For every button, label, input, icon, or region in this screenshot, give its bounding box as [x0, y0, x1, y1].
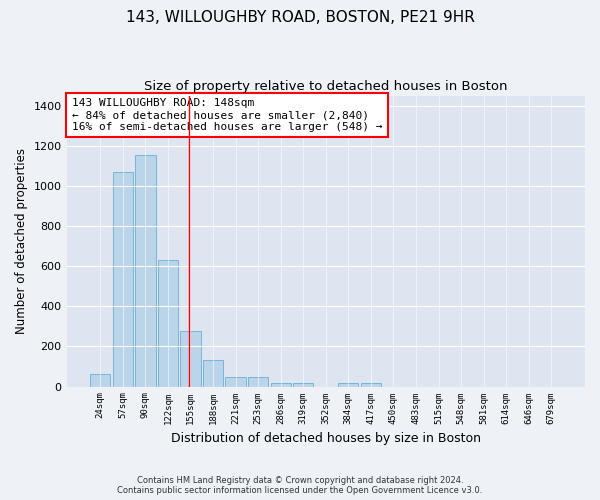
- Bar: [338, 382, 358, 386]
- Bar: [135, 155, 155, 386]
- Y-axis label: Number of detached properties: Number of detached properties: [15, 148, 28, 334]
- Bar: [181, 332, 200, 386]
- Bar: [203, 360, 223, 386]
- Bar: [113, 172, 133, 386]
- Bar: [226, 376, 246, 386]
- Bar: [293, 382, 313, 386]
- Bar: [158, 260, 178, 386]
- X-axis label: Distribution of detached houses by size in Boston: Distribution of detached houses by size …: [171, 432, 481, 445]
- Title: Size of property relative to detached houses in Boston: Size of property relative to detached ho…: [144, 80, 508, 93]
- Bar: [271, 382, 291, 386]
- Bar: [248, 376, 268, 386]
- Bar: [361, 382, 381, 386]
- Text: 143 WILLOUGHBY ROAD: 148sqm
← 84% of detached houses are smaller (2,840)
16% of : 143 WILLOUGHBY ROAD: 148sqm ← 84% of det…: [72, 98, 382, 132]
- Text: 143, WILLOUGHBY ROAD, BOSTON, PE21 9HR: 143, WILLOUGHBY ROAD, BOSTON, PE21 9HR: [125, 10, 475, 25]
- Bar: [90, 374, 110, 386]
- Text: Contains HM Land Registry data © Crown copyright and database right 2024.
Contai: Contains HM Land Registry data © Crown c…: [118, 476, 482, 495]
